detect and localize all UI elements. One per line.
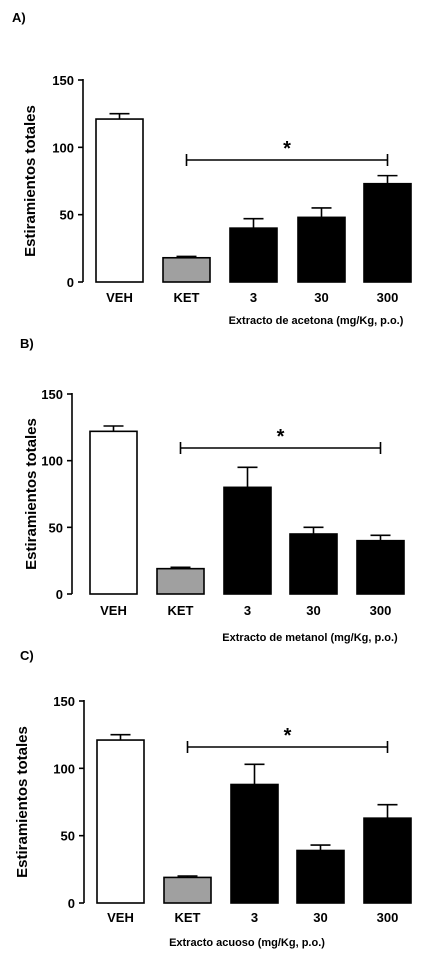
bar-30 [296,849,345,904]
y-tick-label: 0 [56,587,63,602]
y-tick-label: 50 [61,829,75,844]
x-axis-label: Extracto de metanol (mg/Kg, p.o.) [222,632,398,644]
chart-panel-2: B) 0 50 100 150 Estiramientos totales VEH KET 3 3… [20,336,405,644]
bar-30 [289,533,338,595]
bar-ket [162,256,211,283]
y-tick-label: 150 [41,387,63,402]
bar-30 [297,216,346,283]
bar-300 [356,539,405,595]
y-tick-label: 50 [60,208,74,223]
category-label: 30 [306,603,320,618]
category-label: VEH [106,290,133,305]
bar-3 [230,783,279,904]
significance-marker: * [283,138,291,160]
bar-300 [363,817,412,904]
category-label: 300 [377,910,399,925]
y-tick-label: 100 [41,454,63,469]
bar-3 [223,486,272,595]
bar-3 [229,227,278,283]
panel-label: C) [20,648,34,663]
bar-veh [89,430,138,595]
category-label: VEH [100,603,127,618]
bar-ket [163,876,212,904]
category-label: KET [175,910,201,925]
significance-marker: * [277,426,285,448]
bar-300 [363,182,412,283]
y-tick-label: 150 [52,73,74,88]
y-axis-label: Estiramientos totales [22,105,39,257]
panel-label: A) [12,10,26,25]
bar-veh [95,118,144,283]
x-axis-label: Extracto acuoso (mg/Kg, p.o.) [169,937,325,949]
category-label: 3 [244,603,251,618]
chart-panel-1: A) 0 50 100 150 Estiramientos totales VEH KET 3 3… [12,10,412,327]
y-axis-label: Estiramientos totales [23,418,40,570]
y-tick-label: 150 [53,694,75,709]
category-label: 30 [313,910,327,925]
y-tick-label: 100 [53,761,75,776]
category-label: 300 [377,290,399,305]
panel-label: B) [20,336,34,351]
category-label: 300 [370,603,392,618]
y-axis-label: Estiramientos totales [14,726,31,878]
chart-panel-3: C) 0 50 100 150 Estiramientos totales VEH KET 3 3… [14,648,412,949]
x-axis-label: Extracto de acetona (mg/Kg, p.o.) [229,315,404,327]
category-label: KET [168,603,194,618]
bar-ket [156,567,205,595]
category-label: 30 [314,290,328,305]
y-tick-label: 50 [49,520,63,535]
category-label: 3 [250,290,257,305]
significance-marker: * [284,725,292,747]
y-tick-label: 0 [68,896,75,911]
bar-veh [96,739,145,904]
category-label: VEH [107,910,134,925]
y-tick-label: 0 [67,275,74,290]
category-label: 3 [251,910,258,925]
y-tick-label: 100 [52,140,74,155]
category-label: KET [174,290,200,305]
